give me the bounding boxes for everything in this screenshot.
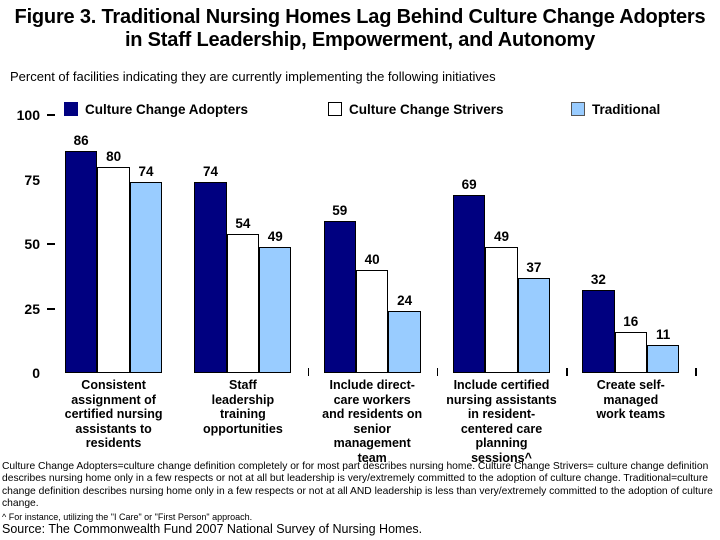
legend-item: Culture Change Adopters [64, 101, 248, 117]
bar [194, 182, 227, 373]
bar-value-label: 24 [397, 293, 413, 309]
category-axis-tick [566, 368, 568, 376]
bar-value-label: 80 [106, 148, 122, 164]
y-axis-tick-label: 0 [32, 365, 40, 381]
bar-value-label: 16 [623, 313, 639, 329]
legend-swatch-icon [571, 102, 585, 116]
y-axis-tick-label: 50 [24, 236, 40, 252]
bar [485, 246, 518, 373]
y-axis-tick-mark [47, 307, 55, 310]
bar [452, 194, 486, 373]
legend-item: Culture Change Strivers [328, 101, 504, 117]
y-axis-tick-label: 75 [24, 171, 40, 188]
bar-value-label: 54 [235, 215, 251, 231]
bar [259, 246, 292, 373]
bar-value-label: 32 [590, 272, 606, 288]
category-label: Include direct- care workers and residen… [322, 378, 423, 465]
bar [614, 331, 647, 373]
legend-swatch-icon [64, 102, 78, 116]
figure-title: Figure 3. Traditional Nursing Homes Lag … [14, 6, 706, 51]
y-axis-tick-mark [47, 114, 55, 116]
category-axis-tick [436, 368, 439, 376]
bar-value-label: 11 [656, 326, 671, 342]
bar-value-label: 74 [202, 164, 219, 180]
category-label: Consistent assignment of certified nursi… [64, 378, 163, 450]
bar [517, 277, 551, 373]
legend-label: Culture Change Adopters [85, 101, 249, 117]
legend-label: Culture Change Strivers [349, 101, 504, 117]
bar [582, 290, 615, 373]
y-axis-tick-label: 25 [24, 300, 40, 317]
bar [356, 269, 389, 373]
legend-label: Traditional [592, 101, 661, 117]
bar-value-label: 37 [526, 259, 542, 275]
bar-value-label: 59 [332, 202, 348, 218]
bar [65, 151, 98, 373]
bar [226, 233, 260, 373]
figure-subtitle: Percent of facilities indicating they ar… [10, 69, 496, 84]
bar-value-label: 69 [461, 176, 477, 192]
y-axis-tick-mark [47, 243, 55, 245]
bar-value-label: 40 [364, 251, 380, 267]
bar-value-label: 49 [267, 228, 283, 244]
category-axis-tick [695, 368, 697, 376]
category-axis-tick [307, 368, 310, 376]
bar [323, 220, 356, 373]
category-label: Include certified nursing assistants in … [446, 378, 557, 465]
bar [647, 344, 680, 373]
bar [129, 182, 163, 373]
legend-item: Traditional [571, 101, 660, 117]
bar-value-label: 74 [138, 164, 154, 180]
definitions-note: Culture Change Adopters=culture change d… [2, 461, 713, 510]
legend-swatch-icon [328, 102, 342, 116]
source-line: Source: The Commonwealth Fund 2007 Natio… [2, 522, 423, 536]
bar-value-label: 86 [73, 133, 89, 149]
bar [388, 311, 421, 373]
bar-value-label: 49 [493, 228, 510, 244]
category-label: Create self- managed work teams [596, 378, 666, 421]
bar [97, 166, 130, 373]
category-label: Staff leadership training opportunities [202, 378, 283, 436]
y-axis-tick-label: 100 [16, 107, 40, 123]
caret-footnote: ^ For instance, utilizing the "I Care" o… [2, 512, 253, 522]
